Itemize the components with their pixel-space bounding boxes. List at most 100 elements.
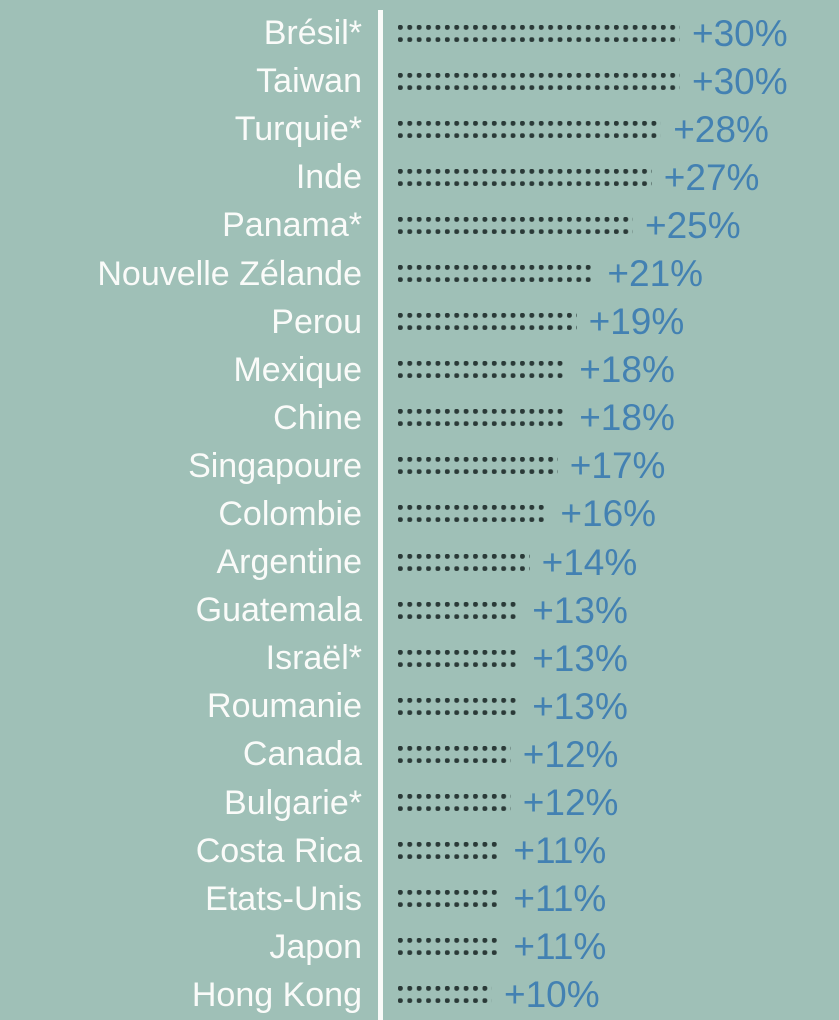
value-label: +12% xyxy=(522,782,619,824)
bar-cell: +11% xyxy=(398,832,606,869)
chart-row: Taiwan +30% xyxy=(0,57,839,105)
value-label: +18% xyxy=(579,349,675,391)
bar-cell: +13% xyxy=(398,688,628,725)
bar-cell: +11% xyxy=(398,928,606,965)
country-label: Singapoure xyxy=(188,446,362,485)
dot-bar xyxy=(398,601,521,619)
value-label: +11% xyxy=(513,878,607,920)
bar-cell: +17% xyxy=(398,447,665,484)
value-label: +17% xyxy=(569,445,666,487)
dot-bar xyxy=(398,457,558,475)
country-label: Inde xyxy=(295,158,362,197)
dot-bar xyxy=(398,265,596,283)
value-label: +30% xyxy=(692,60,788,102)
chart-row: Guatemala +13% xyxy=(0,586,839,634)
dot-bar xyxy=(398,409,568,427)
dot-bar xyxy=(398,168,652,186)
dot-bar xyxy=(398,986,492,1004)
bar-cell: +13% xyxy=(398,640,628,677)
bar-cell: +30% xyxy=(398,15,788,52)
bar-cell: +21% xyxy=(398,255,703,292)
dot-bar xyxy=(398,842,502,860)
chart-row: Colombie +16% xyxy=(0,490,839,538)
bar-cell: +18% xyxy=(398,351,675,388)
chart-row: Japon +11% xyxy=(0,923,839,971)
chart-row: Costa Rica +11% xyxy=(0,827,839,875)
chart-row: Bulgarie* +12% xyxy=(0,779,839,827)
chart-row: Argentine +14% xyxy=(0,538,839,586)
dot-bar xyxy=(398,313,577,331)
bar-cell: +18% xyxy=(398,399,675,436)
value-label: +18% xyxy=(579,397,675,439)
chart-row: Inde +27% xyxy=(0,153,839,201)
value-label: +10% xyxy=(504,974,600,1016)
country-label: Turquie* xyxy=(234,110,362,149)
country-label: Perou xyxy=(271,302,362,341)
chart-row: Etats-Unis +11% xyxy=(0,875,839,923)
value-label: +28% xyxy=(673,108,769,150)
chart-row: Hong Kong +10% xyxy=(0,971,839,1019)
bar-cell: +28% xyxy=(398,111,769,148)
value-label: +27% xyxy=(663,156,760,198)
dot-bar xyxy=(398,216,633,234)
bar-cell: +30% xyxy=(398,63,788,100)
axis-line xyxy=(378,10,383,1020)
country-label: Israël* xyxy=(265,639,362,678)
dot-bar xyxy=(398,649,521,667)
dot-bar xyxy=(398,938,502,956)
value-label: +12% xyxy=(522,733,619,775)
dot-bar xyxy=(398,890,502,908)
bar-cell: +16% xyxy=(398,495,656,532)
country-label: Chine xyxy=(273,398,362,437)
chart-row: Israël* +13% xyxy=(0,634,839,682)
country-label: Nouvelle Zélande xyxy=(97,254,362,293)
value-label: +11% xyxy=(513,926,607,968)
country-label: Guatemala xyxy=(195,591,362,630)
chart-row: Turquie* +28% xyxy=(0,105,839,153)
dot-bar xyxy=(398,697,521,715)
country-label: Etats-Unis xyxy=(205,879,362,918)
chart-rows: Brésil* +30% Taiwan +30% Turquie* +28% Inde +27… xyxy=(0,9,839,1019)
country-label: Panama* xyxy=(222,206,362,245)
country-label: Japon xyxy=(269,927,362,966)
value-label: +19% xyxy=(588,301,685,343)
dot-bar xyxy=(398,120,662,138)
chart-row: Chine +18% xyxy=(0,394,839,442)
bar-cell: +12% xyxy=(398,784,618,821)
bar-cell: +10% xyxy=(398,976,600,1013)
value-label: +16% xyxy=(560,493,657,535)
bar-cell: +13% xyxy=(398,592,628,629)
bar-cell: +11% xyxy=(398,880,606,917)
country-label: Mexique xyxy=(233,350,362,389)
dot-bar xyxy=(398,72,680,90)
chart-row: Panama* +25% xyxy=(0,201,839,249)
chart-row: Nouvelle Zélande +21% xyxy=(0,249,839,297)
chart-row: Brésil* +30% xyxy=(0,9,839,57)
chart-row: Mexique +18% xyxy=(0,346,839,394)
dot-bar xyxy=(398,361,568,379)
chart-row: Canada +12% xyxy=(0,730,839,778)
chart-row: Singapoure +17% xyxy=(0,442,839,490)
country-label: Argentine xyxy=(216,543,362,582)
value-label: +13% xyxy=(532,685,628,727)
dot-bar xyxy=(398,745,511,763)
dot-bar xyxy=(398,24,680,42)
dot-bar xyxy=(398,505,549,523)
bar-cell: +14% xyxy=(398,544,637,581)
country-label: Roumanie xyxy=(207,687,362,726)
chart-row: Perou +19% xyxy=(0,298,839,346)
value-label: +25% xyxy=(645,204,741,246)
country-label: Brésil* xyxy=(263,14,362,53)
country-label: Costa Rica xyxy=(195,831,362,870)
country-label: Bulgarie* xyxy=(224,783,362,822)
value-label: +21% xyxy=(607,253,704,295)
bar-cell: +12% xyxy=(398,736,618,773)
country-label: Colombie xyxy=(218,494,362,533)
chart-row: Roumanie +13% xyxy=(0,682,839,730)
value-label: +13% xyxy=(532,637,628,679)
bar-cell: +27% xyxy=(398,159,759,196)
value-label: +13% xyxy=(532,589,628,631)
dot-bar xyxy=(398,794,511,812)
dot-bar xyxy=(398,553,530,571)
country-label: Taiwan xyxy=(256,62,362,101)
